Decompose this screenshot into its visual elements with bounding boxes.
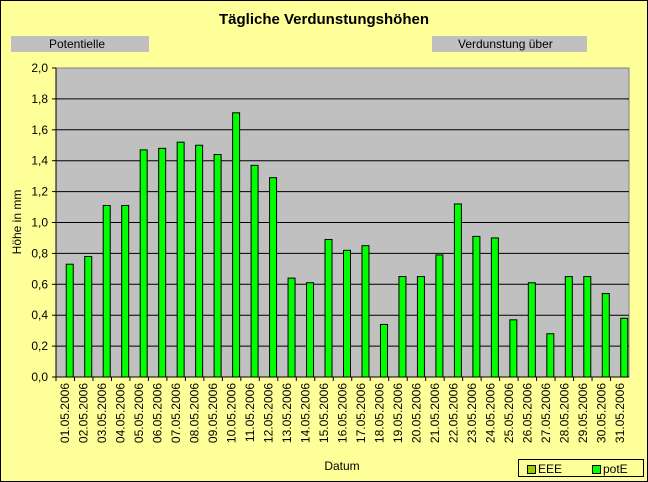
- bar-pote: [601, 293, 610, 378]
- x-tick-label: 21.05.2006: [428, 383, 442, 443]
- y-tick-label: 1,0: [31, 216, 48, 230]
- x-axis-label: Datum: [324, 459, 359, 473]
- bars: [65, 112, 629, 378]
- x-tick-label: 07.05.2006: [169, 383, 183, 443]
- y-tick-label: 0,4: [31, 308, 48, 322]
- bar-pote: [472, 235, 481, 378]
- x-tick-label: 19.05.2006: [391, 383, 405, 443]
- x-tick-label: 01.05.2006: [58, 383, 72, 443]
- y-tick-label: 0,8: [31, 246, 48, 260]
- bar-pote: [250, 164, 259, 378]
- bar-pote: [509, 319, 518, 378]
- bar-pote: [453, 203, 462, 378]
- x-tick-label: 30.05.2006: [594, 383, 608, 443]
- x-tick-label: 29.05.2006: [576, 383, 590, 443]
- bar-pote: [546, 333, 555, 378]
- bar-pote: [361, 245, 370, 378]
- bar-pote: [306, 282, 315, 378]
- x-tick-label: 26.05.2006: [520, 383, 534, 443]
- y-tick-label: 0,0: [31, 370, 48, 384]
- bar-pote: [490, 237, 499, 378]
- label-potentielle: Potentielle: [11, 36, 149, 52]
- x-tick-label: 20.05.2006: [409, 383, 423, 443]
- bar-pote: [84, 255, 93, 378]
- bar-pote: [232, 112, 241, 378]
- x-tick-label: 15.05.2006: [317, 383, 331, 443]
- chart-title: Tägliche Verdunstungshöhen: [218, 11, 430, 28]
- x-tick-label: 12.05.2006: [262, 383, 276, 443]
- bar-pote: [527, 282, 536, 378]
- bar-pote: [583, 276, 592, 378]
- legend-label-eee: EEE: [538, 462, 563, 476]
- x-tick-label: 23.05.2006: [465, 383, 479, 443]
- y-axis: 0,0 0,2 0,4 0,6 0,8 1,0 1,2 1,4 1,6 1,8 2,0: [31, 61, 57, 384]
- y-axis-label: Höhe in mm: [10, 190, 24, 255]
- x-tick-label: 27.05.2006: [539, 383, 553, 443]
- x-tick-label: 09.05.2006: [206, 383, 220, 443]
- bar-pote: [620, 317, 629, 378]
- y-tick-label: 1,6: [31, 123, 48, 137]
- x-tick-label: 11.05.2006: [243, 383, 257, 442]
- bar-pote: [287, 277, 296, 378]
- label-verdunstung: Verdunstung über: [432, 36, 587, 52]
- x-tick-label: 18.05.2006: [372, 383, 386, 443]
- x-tick-label: 08.05.2006: [188, 383, 202, 443]
- x-axis: 01.05.2006 02.05.2006 03.05.2006 04.05.2006…: [55, 376, 629, 443]
- x-tick-label: 31.05.2006: [613, 383, 627, 443]
- x-tick-label: 04.05.2006: [114, 383, 128, 443]
- y-tick-label: 0,2: [31, 339, 48, 353]
- x-tick-label: 05.05.2006: [132, 383, 146, 443]
- bar-pote: [176, 141, 185, 378]
- x-tick-label: 02.05.2006: [77, 383, 91, 443]
- bar-pote: [195, 144, 204, 378]
- x-tick-label: 06.05.2006: [151, 383, 165, 443]
- bar-pote: [435, 254, 444, 378]
- bar-pote: [65, 263, 74, 378]
- x-tick-label: 16.05.2006: [336, 383, 350, 443]
- y-tick-label: 0,6: [31, 277, 48, 291]
- y-tick-label: 2,0: [31, 61, 48, 75]
- legend: EEE potE: [518, 459, 644, 477]
- x-tick-label: 10.05.2006: [225, 383, 239, 443]
- y-tick-label: 1,8: [31, 92, 48, 106]
- legend-swatch-pote: [592, 465, 601, 474]
- bar-pote: [564, 276, 573, 378]
- x-tick-label: 17.05.2006: [354, 383, 368, 443]
- x-tick-label: 28.05.2006: [557, 383, 571, 443]
- bar-pote: [139, 149, 148, 378]
- bar-pote: [269, 177, 278, 378]
- x-tick-label: 24.05.2006: [483, 383, 497, 443]
- y-tick-label: 1,2: [31, 185, 48, 199]
- legend-label-pote: potE: [603, 462, 628, 476]
- y-tick-label: 1,4: [31, 154, 48, 168]
- bar-pote: [158, 147, 167, 378]
- bar-pote: [398, 276, 407, 378]
- bar-pote: [324, 238, 333, 378]
- x-tick-label: 03.05.2006: [95, 383, 109, 443]
- legend-swatch-eee: [527, 465, 536, 474]
- bar-pote: [416, 276, 425, 378]
- bar-pote: [102, 205, 111, 378]
- x-tick-label: 14.05.2006: [299, 383, 313, 443]
- x-tick-label: 13.05.2006: [280, 383, 294, 443]
- bar-pote: [213, 154, 222, 378]
- bar-pote: [121, 205, 130, 378]
- bar-pote: [343, 249, 351, 378]
- x-tick-label: 25.05.2006: [502, 383, 516, 443]
- x-tick-label: 22.05.2006: [446, 383, 460, 443]
- bar-pote: [379, 323, 388, 378]
